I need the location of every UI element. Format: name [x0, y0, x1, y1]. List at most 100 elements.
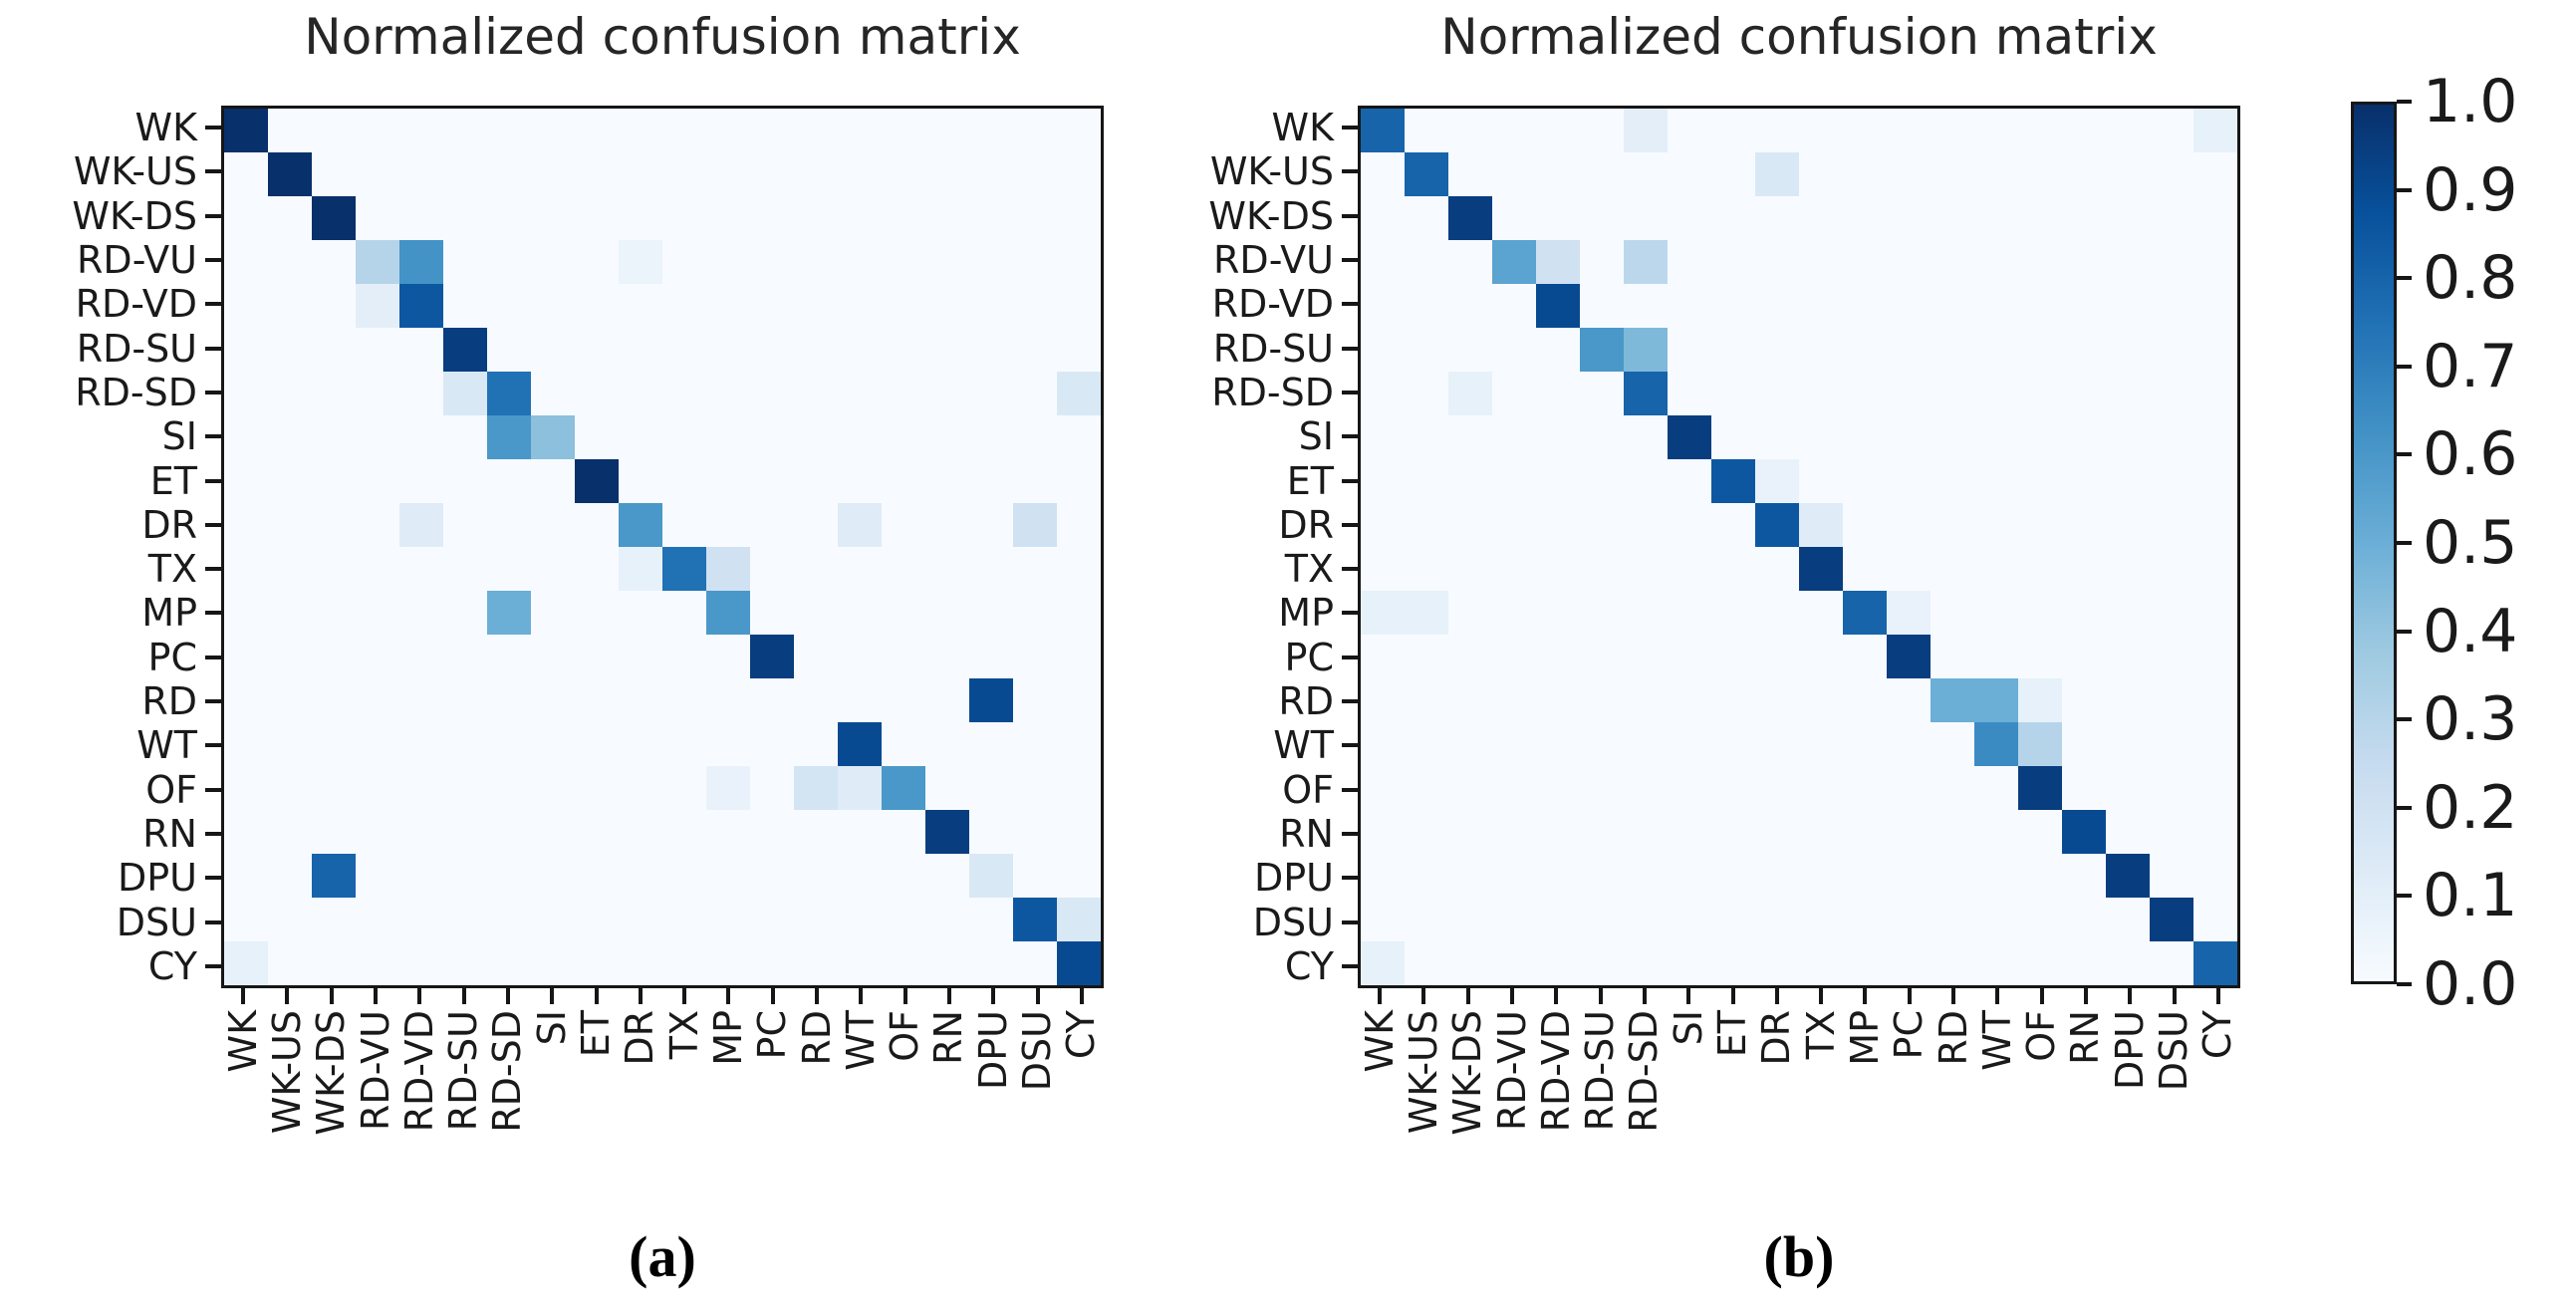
- matrix-cell: [575, 328, 619, 372]
- matrix-cell: [1580, 766, 1624, 810]
- matrix-cell: [1361, 854, 1405, 898]
- matrix-cell: [443, 810, 487, 854]
- matrix-cell: [1755, 898, 1799, 941]
- matrix-cell: [1974, 547, 2018, 591]
- matrix-cell: [925, 547, 969, 591]
- matrix-cell: [1887, 240, 1931, 284]
- x-tick-label: WK: [220, 1010, 265, 1073]
- matrix-cell: [443, 284, 487, 328]
- matrix-cell: [838, 372, 882, 415]
- matrix-cell: [969, 766, 1013, 810]
- matrix-cell: [1711, 591, 1755, 635]
- matrix-cell: [2193, 854, 2237, 898]
- matrix-cell: [1799, 503, 1843, 547]
- matrix-cell: [2018, 898, 2062, 941]
- matrix-cell: [706, 547, 750, 591]
- matrix-cell: [2193, 503, 2237, 547]
- matrix-cell: [1013, 240, 1057, 284]
- matrix-cell: [356, 196, 399, 240]
- matrix-cell: [838, 196, 882, 240]
- x-axis-tick: [2039, 988, 2044, 1004]
- matrix-cell: [2150, 854, 2193, 898]
- matrix-cell: [356, 591, 399, 635]
- matrix-cell: [575, 109, 619, 152]
- matrix-cell: [1799, 591, 1843, 635]
- matrix-cell: [1668, 196, 1711, 240]
- matrix-cell: [399, 503, 443, 547]
- colorbar-tick: [2397, 541, 2412, 545]
- matrix-cell: [1799, 415, 1843, 459]
- matrix-cell: [1624, 459, 1668, 503]
- matrix-cell: [1013, 635, 1057, 678]
- matrix-cell: [1361, 635, 1405, 678]
- matrix-cell: [1799, 678, 1843, 722]
- matrix-cell: [1755, 722, 1799, 766]
- matrix-cell: [1580, 284, 1624, 328]
- matrix-cell: [2150, 678, 2193, 722]
- x-axis-tick: [285, 988, 290, 1004]
- matrix-cell: [312, 328, 356, 372]
- x-axis-tick: [1378, 988, 1383, 1004]
- y-axis-tick: [1342, 434, 1358, 439]
- matrix-cell: [619, 898, 662, 941]
- matrix-cell: [2106, 109, 2150, 152]
- panel-b-title: Normalized confusion matrix: [1440, 8, 2158, 66]
- x-axis-tick: [1421, 988, 1426, 1004]
- matrix-cell: [1624, 240, 1668, 284]
- matrix-cell: [1931, 941, 1974, 985]
- matrix-cell: [1843, 415, 1887, 459]
- matrix-cell: [969, 678, 1013, 722]
- matrix-cell: [575, 196, 619, 240]
- matrix-cell: [2106, 635, 2150, 678]
- x-axis-tick: [682, 988, 687, 1004]
- colorbar-tick: [2397, 894, 2412, 899]
- x-tick-label: PC: [750, 1010, 795, 1060]
- matrix-cell: [882, 459, 925, 503]
- matrix-cell: [619, 635, 662, 678]
- matrix-cell: [706, 722, 750, 766]
- y-axis-tick: [205, 963, 221, 968]
- matrix-cell: [1931, 415, 1974, 459]
- matrix-cell: [750, 459, 794, 503]
- y-axis-tick: [205, 611, 221, 616]
- y-tick-label: RD-SD: [1211, 370, 1334, 414]
- matrix-cell: [2018, 109, 2062, 152]
- matrix-cell: [925, 678, 969, 722]
- matrix-cell: [1843, 766, 1887, 810]
- matrix-cell: [575, 503, 619, 547]
- matrix-cell: [1361, 503, 1405, 547]
- y-tick-label: ET: [149, 458, 197, 503]
- matrix-cell: [619, 152, 662, 196]
- matrix-cell: [1057, 459, 1101, 503]
- matrix-cell: [312, 591, 356, 635]
- matrix-cell: [1580, 459, 1624, 503]
- matrix-cell: [1843, 898, 1887, 941]
- y-tick-label: DPU: [118, 856, 197, 901]
- matrix-cell: [1580, 678, 1624, 722]
- matrix-cell: [1013, 766, 1057, 810]
- matrix-cell: [1405, 898, 1448, 941]
- matrix-cell: [838, 810, 882, 854]
- matrix-cell: [356, 152, 399, 196]
- x-tick-label: PC: [1887, 1010, 1932, 1060]
- matrix-cell: [619, 459, 662, 503]
- matrix-cell: [1448, 415, 1492, 459]
- x-tick-label: RD-VU: [1489, 1010, 1534, 1131]
- y-axis-tick: [205, 478, 221, 483]
- matrix-cell: [268, 635, 312, 678]
- matrix-cell: [356, 678, 399, 722]
- matrix-cell: [1361, 240, 1405, 284]
- matrix-cell: [1711, 240, 1755, 284]
- x-axis-tick: [815, 988, 820, 1004]
- matrix-cell: [2062, 240, 2106, 284]
- matrix-cell: [1361, 372, 1405, 415]
- matrix-cell: [2106, 898, 2150, 941]
- matrix-cell: [925, 109, 969, 152]
- matrix-cell: [1536, 196, 1580, 240]
- matrix-cell: [399, 810, 443, 854]
- matrix-cell: [1624, 678, 1668, 722]
- matrix-cell: [882, 898, 925, 941]
- matrix-cell: [1668, 547, 1711, 591]
- y-axis-tick: [205, 567, 221, 572]
